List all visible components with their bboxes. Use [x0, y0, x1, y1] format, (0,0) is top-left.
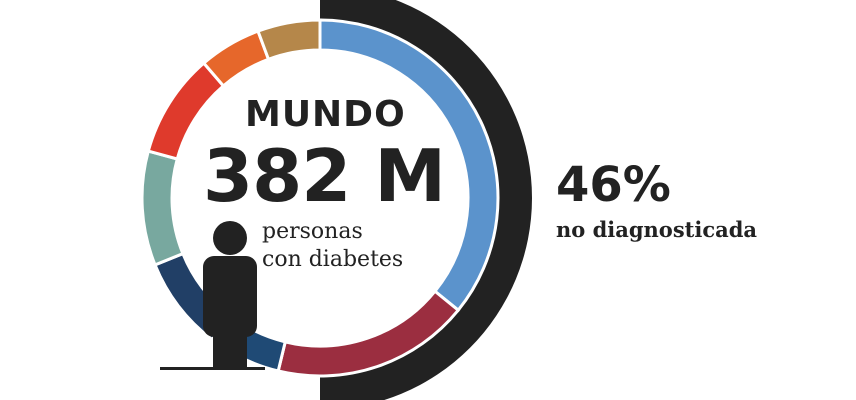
region-title: MUNDO [245, 94, 406, 135]
donut-segment-5 [140, 149, 185, 267]
undiagnosed-percent: 46% [556, 157, 671, 213]
person-icon [203, 221, 257, 368]
undiagnosed-arc-layer [320, 0, 532, 400]
caption-line-2: con diabetes [262, 247, 404, 272]
donut-ring [140, 18, 500, 378]
people-caption: personas con diabetes [262, 218, 442, 274]
people-count: 382 M [203, 134, 446, 218]
ground-line [160, 367, 265, 370]
donut-segment-8 [256, 18, 322, 62]
caption-line-1: personas [262, 219, 363, 244]
undiagnosed-arc [320, 0, 532, 400]
undiagnosed-label: no diagnosticada [556, 217, 757, 242]
